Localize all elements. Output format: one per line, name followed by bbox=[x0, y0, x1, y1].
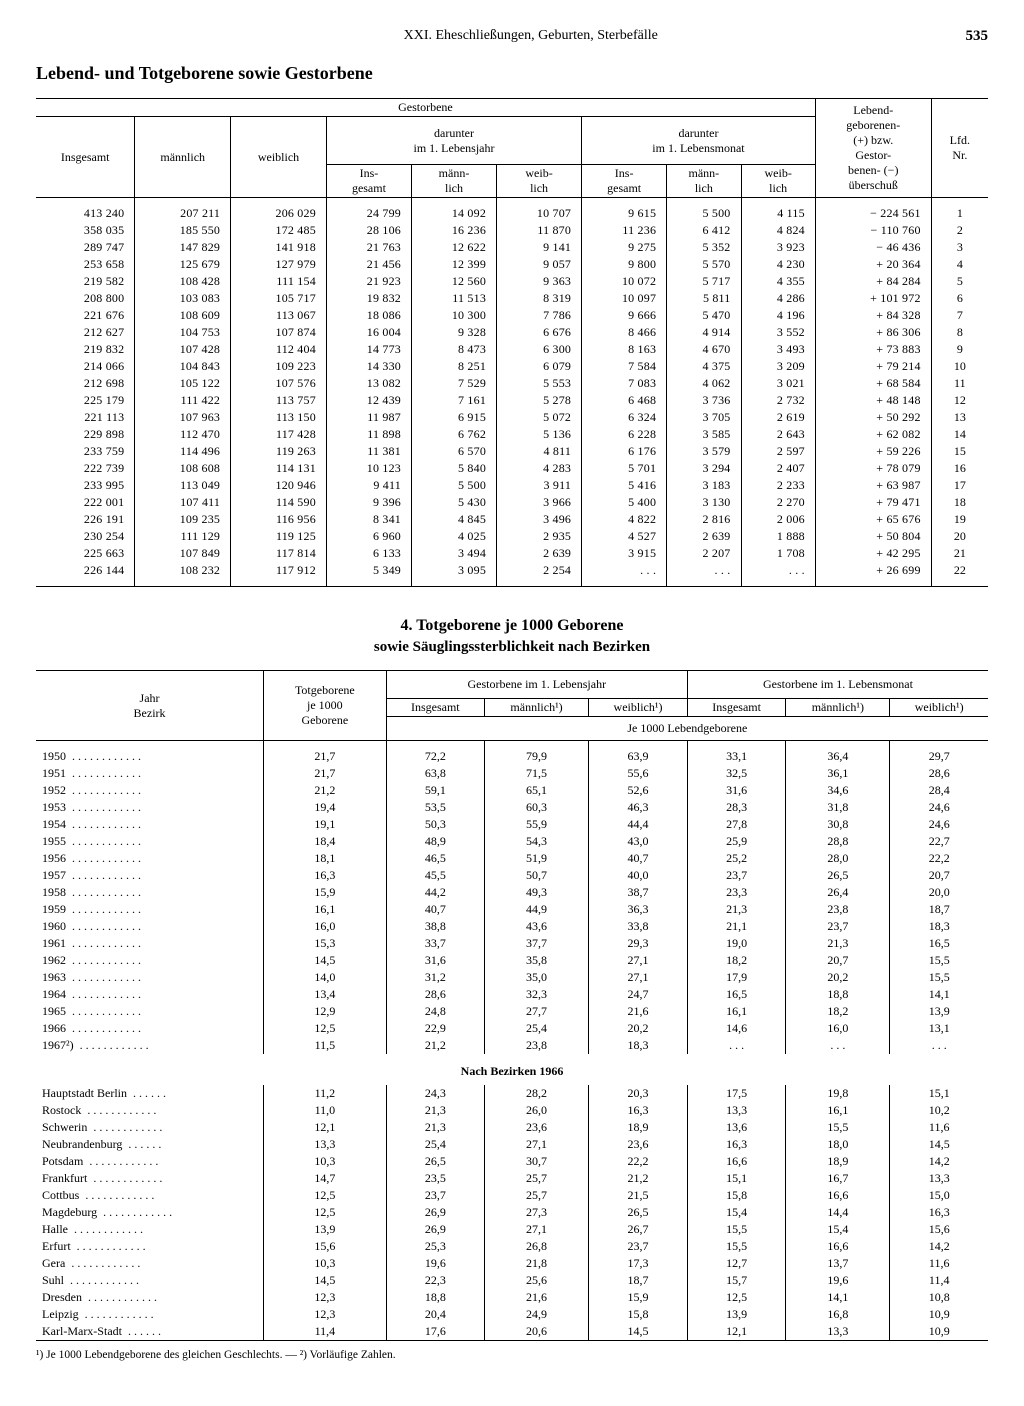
table-row: Gera10,319,621,817,312,713,711,6 bbox=[36, 1255, 988, 1272]
table-row: 196314,031,235,027,117,920,215,5 bbox=[36, 969, 988, 986]
table-row: 222 739108 608114 13110 1235 8404 2835 7… bbox=[36, 460, 988, 477]
col-maennlich: männlich bbox=[135, 117, 231, 198]
table-row: 196512,924,827,721,616,118,213,9 bbox=[36, 1003, 988, 1020]
table-row: 230 254111 129119 1256 9604 0252 9354 52… bbox=[36, 528, 988, 545]
col-gest-jahr: Gestorbene im 1. Lebensjahr bbox=[386, 671, 687, 699]
table-gestorbene: Gestorbene Lebend- geborenen- (+) bzw. G… bbox=[36, 98, 988, 587]
table-row: 195221,259,165,152,631,634,628,4 bbox=[36, 782, 988, 799]
page-number: 535 bbox=[966, 28, 989, 45]
table-row: 358 035185 550172 48528 10616 23611 8701… bbox=[36, 222, 988, 239]
chapter-title: XXI. Eheschließungen, Geburten, Sterbefä… bbox=[96, 28, 966, 45]
table-row: 196612,522,925,420,214,616,013,1 bbox=[36, 1020, 988, 1037]
table-row: 233 759114 496119 26311 3816 5704 8116 1… bbox=[36, 443, 988, 460]
col-gestorbene: Gestorbene bbox=[36, 99, 815, 117]
table-row: 219 582108 428111 15421 92312 5609 36310… bbox=[36, 273, 988, 290]
table-row: Erfurt15,625,326,823,715,516,614,2 bbox=[36, 1238, 988, 1255]
table-row: 212 627104 753107 87416 0049 3286 6768 4… bbox=[36, 324, 988, 341]
col-gest-monat: Gestorbene im 1. Lebensmonat bbox=[687, 671, 988, 699]
table-row: Rostock11,021,326,016,313,316,110,2 bbox=[36, 1102, 988, 1119]
table-row: 195716,345,550,740,023,726,520,7 bbox=[36, 867, 988, 884]
table-row: 221 113107 963113 15011 9876 9155 0726 3… bbox=[36, 409, 988, 426]
col-totgeborene: Totgeborene je 1000 Geborene bbox=[264, 671, 387, 741]
col-darunter-jahr: darunter im 1. Lebensjahr bbox=[326, 117, 581, 165]
table-row: Frankfurt14,723,525,721,215,116,713,3 bbox=[36, 1170, 988, 1187]
table-row: Hauptstadt Berlin11,224,328,220,317,519,… bbox=[36, 1085, 988, 1102]
section-title: Lebend- und Totgeborene sowie Gestorbene bbox=[36, 63, 988, 84]
table-row: 196214,531,635,827,118,220,715,5 bbox=[36, 952, 988, 969]
table-row: 226 144108 232117 9125 3493 0952 254. . … bbox=[36, 562, 988, 587]
page-header: XXI. Eheschließungen, Geburten, Sterbefä… bbox=[36, 28, 988, 45]
table-row: 253 658125 679127 97921 45612 3999 0579 … bbox=[36, 256, 988, 273]
table-row: 195916,140,744,936,321,323,818,7 bbox=[36, 901, 988, 918]
footnote: ¹) Je 1000 Lebendgeborene des gleichen G… bbox=[36, 1349, 988, 1361]
table-row: 195518,448,954,343,025,928,822,7 bbox=[36, 833, 988, 850]
table-row: Schwerin12,121,323,618,913,615,511,6 bbox=[36, 1119, 988, 1136]
table-row: 212 698105 122107 57613 0827 5295 5537 0… bbox=[36, 375, 988, 392]
table-row: 195021,772,279,963,933,136,429,7 bbox=[36, 741, 988, 766]
table-row: 208 800103 083105 71719 83211 5138 31910… bbox=[36, 290, 988, 307]
table-row: 196115,333,737,729,319,021,316,5 bbox=[36, 935, 988, 952]
table-bezirke: Jahr Bezirk Totgeborene je 1000 Geborene… bbox=[36, 670, 988, 1341]
table-row: 1967²)11,521,223,818,3. . .. . .. . . bbox=[36, 1037, 988, 1054]
col-darunter-monat: darunter im 1. Lebensmonat bbox=[582, 117, 816, 165]
table-row: 196413,428,632,324,716,518,814,1 bbox=[36, 986, 988, 1003]
col-lfd: Lfd. Nr. bbox=[931, 99, 988, 198]
table-row: 195815,944,249,338,723,326,420,0 bbox=[36, 884, 988, 901]
table-row: 226 191109 235116 9568 3414 8453 4964 82… bbox=[36, 511, 988, 528]
table-row: Halle13,926,927,126,715,515,415,6 bbox=[36, 1221, 988, 1238]
table2-title1: 4. Totgeborene je 1000 Geborene bbox=[36, 617, 988, 635]
table-row: 222 001107 411114 5909 3965 4303 9665 40… bbox=[36, 494, 988, 511]
table-row: 225 179111 422113 75712 4397 1615 2786 4… bbox=[36, 392, 988, 409]
table-row: 221 676108 609113 06718 08610 3007 7869 … bbox=[36, 307, 988, 324]
table-row: 219 832107 428112 40414 7738 4736 3008 1… bbox=[36, 341, 988, 358]
table-row: Magdeburg12,526,927,326,515,414,416,3 bbox=[36, 1204, 988, 1221]
table2-title2: sowie Säuglingssterblichkeit nach Bezirk… bbox=[36, 639, 988, 656]
col-jahr-bezirk: Jahr Bezirk bbox=[36, 671, 264, 741]
section-bezirke-label: Nach Bezirken 1966 bbox=[36, 1054, 988, 1085]
table-row: Potsdam10,326,530,722,216,618,914,2 bbox=[36, 1153, 988, 1170]
table-row: Suhl14,522,325,618,715,719,611,4 bbox=[36, 1272, 988, 1289]
col-insgesamt: Insgesamt bbox=[36, 117, 135, 198]
table-row: Neubrandenburg13,325,427,123,616,318,014… bbox=[36, 1136, 988, 1153]
table-row: 225 663107 849117 8146 1333 4942 6393 91… bbox=[36, 545, 988, 562]
table-row: 195319,453,560,346,328,331,824,6 bbox=[36, 799, 988, 816]
table-row: Cottbus12,523,725,721,515,816,615,0 bbox=[36, 1187, 988, 1204]
table-row: 289 747147 829141 91821 76312 6229 1419 … bbox=[36, 239, 988, 256]
table-row: 413 240207 211206 02924 79914 09210 7079… bbox=[36, 198, 988, 223]
table-row: 229 898112 470117 42811 8986 7625 1366 2… bbox=[36, 426, 988, 443]
table-row: Leipzig12,320,424,915,813,916,810,9 bbox=[36, 1306, 988, 1323]
table-row: 195121,763,871,555,632,536,128,6 bbox=[36, 765, 988, 782]
table-row: 196016,038,843,633,821,123,718,3 bbox=[36, 918, 988, 935]
table-row: 195618,146,551,940,725,228,022,2 bbox=[36, 850, 988, 867]
table-row: Dresden12,318,821,615,912,514,110,8 bbox=[36, 1289, 988, 1306]
table-row: 233 995113 049120 9469 4115 5003 9115 41… bbox=[36, 477, 988, 494]
col-ueberschuss: Lebend- geborenen- (+) bzw. Gestor- bene… bbox=[815, 99, 931, 198]
table-row: 195419,150,355,944,427,830,824,6 bbox=[36, 816, 988, 833]
table-row: Karl-Marx-Stadt11,417,620,614,512,113,31… bbox=[36, 1323, 988, 1341]
col-je1000: Je 1000 Lebendgeborene bbox=[386, 717, 988, 741]
table-row: 214 066104 843109 22314 3308 2516 0797 5… bbox=[36, 358, 988, 375]
col-weiblich: weiblich bbox=[231, 117, 327, 198]
